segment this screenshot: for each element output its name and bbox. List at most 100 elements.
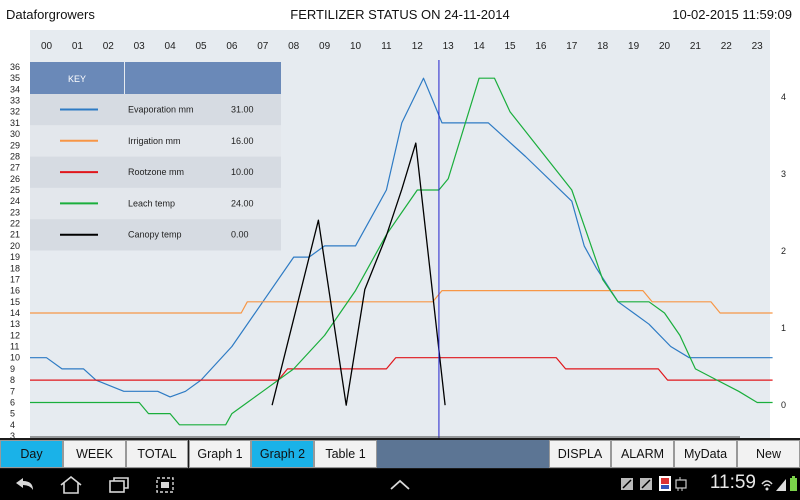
hour-label: 13 <box>443 41 455 52</box>
key-value: 10.00 <box>231 167 254 177</box>
left-tick-label: 35 <box>10 73 20 83</box>
recents-icon[interactable] <box>106 474 132 496</box>
key-label: Canopy temp <box>128 230 182 240</box>
graph1-button[interactable]: Graph 1 <box>189 440 251 468</box>
status-clock: 11:59 <box>709 472 756 493</box>
day-button[interactable]: Day <box>0 440 63 468</box>
left-tick-label: 12 <box>10 330 20 340</box>
right-axis-tick-labels: 0 1 2 3 4 <box>781 92 786 410</box>
graph2-button[interactable]: Graph 2 <box>251 440 314 468</box>
right-tick-label: 4 <box>781 92 786 102</box>
series-lines <box>30 77 773 426</box>
left-tick-label: 34 <box>10 84 20 94</box>
home-icon[interactable] <box>58 474 84 496</box>
key-value: 24.00 <box>231 198 254 208</box>
left-tick-label: 17 <box>10 274 20 284</box>
left-tick-label: 32 <box>10 107 20 117</box>
hour-label: 06 <box>226 41 238 52</box>
hour-label: 22 <box>721 41 733 52</box>
left-tick-label: 14 <box>10 308 20 318</box>
new-button[interactable]: New <box>737 440 800 468</box>
week-button[interactable]: WEEK <box>63 440 126 468</box>
wifi-battery-icon <box>761 476 797 491</box>
back-icon[interactable] <box>12 474 38 496</box>
left-tick-label: 4 <box>10 420 15 430</box>
alarm-button[interactable]: ALARM <box>611 440 674 468</box>
hour-label: 12 <box>412 41 424 52</box>
left-tick-label: 20 <box>10 241 20 251</box>
left-tick-label: 6 <box>10 397 15 407</box>
left-tick-label: 9 <box>10 364 15 374</box>
hour-label: 17 <box>566 41 578 52</box>
left-tick-label: 29 <box>10 140 20 150</box>
right-tick-label: 2 <box>781 246 786 256</box>
hour-label: 02 <box>103 41 115 52</box>
system-status-icons <box>760 473 800 495</box>
left-tick-label: 22 <box>10 219 20 229</box>
table1-button[interactable]: Table 1 <box>314 440 377 468</box>
key-label: Irrigation mm <box>128 136 181 146</box>
app-name: Dataforgrowers <box>6 7 95 22</box>
fertilizer-chart: 00 01 02 03 04 05 06 07 08 09 10 11 12 13 14 15 16 17 18 19… <box>10 30 786 438</box>
left-tick-label: 18 <box>10 263 20 273</box>
key-label: Evaporation mm <box>128 105 194 115</box>
hour-label: 21 <box>690 41 702 52</box>
chevron-up-icon[interactable] <box>387 474 413 496</box>
left-tick-label: 33 <box>10 96 20 106</box>
display-button[interactable]: DISPLA <box>549 440 611 468</box>
hour-label: 05 <box>195 41 207 52</box>
hour-tick-labels: 00 01 02 03 04 05 06 07 08 09 10 11 12 13 14 15 16 17 18 19… <box>41 41 763 52</box>
left-tick-label: 21 <box>10 230 20 240</box>
left-tick-label: 31 <box>10 118 20 128</box>
mydata-button[interactable]: MyData <box>674 440 737 468</box>
key-value: 16.00 <box>231 136 254 146</box>
left-tick-label: 10 <box>10 353 20 363</box>
hour-label: 10 <box>350 41 362 52</box>
key-value: 31.00 <box>231 105 254 115</box>
left-tick-label: 11 <box>10 342 19 352</box>
left-tick-label: 26 <box>10 174 20 184</box>
screenshot-icon[interactable] <box>152 474 178 496</box>
page-title: FERTILIZER STATUS ON 24-11-2014 <box>290 7 510 22</box>
hour-label: 23 <box>752 41 764 52</box>
left-tick-label: 24 <box>10 196 20 206</box>
hour-label: 16 <box>535 41 547 52</box>
key-header: KEY <box>68 74 86 84</box>
left-tick-label: 8 <box>10 375 15 385</box>
right-tick-label: 1 <box>781 323 786 333</box>
left-tick-label: 28 <box>10 151 20 161</box>
current-datetime: 10-02-2015 11:59:09 <box>672 7 792 22</box>
left-tick-label: 27 <box>10 163 20 173</box>
right-tick-label: 0 <box>781 400 786 410</box>
bottom-toolbar: Day WEEK TOTAL Graph 1 Graph 2 Table 1 D… <box>0 438 800 469</box>
left-tick-label: 16 <box>10 286 20 296</box>
android-nav-bar: 11:59 <box>0 469 800 500</box>
series-line-irrigation-mm <box>30 290 773 314</box>
status-icons <box>620 473 700 495</box>
series-line-evaporation-mm <box>30 77 773 398</box>
hour-label: 19 <box>628 41 640 52</box>
right-tick-label: 3 <box>781 169 786 179</box>
left-tick-label: 13 <box>10 319 20 329</box>
hour-label: 07 <box>257 41 269 52</box>
hour-label: 03 <box>134 41 146 52</box>
series-line-canopy-temp <box>271 142 446 406</box>
left-axis-tick-labels: 3456789101112131415161718192021222324252… <box>10 62 20 438</box>
notification-icons <box>621 476 687 491</box>
hour-label: 09 <box>319 41 331 52</box>
key-label: Leach temp <box>128 198 175 208</box>
series-line-leach-temp <box>30 77 773 426</box>
hour-label: 08 <box>288 41 300 52</box>
hour-label: 20 <box>659 41 671 52</box>
left-tick-label: 3 <box>10 431 15 438</box>
chart-key: KEY Evaporation mm 31.00 Irrigation mm 16.0… <box>30 62 281 251</box>
hour-label: 11 <box>381 41 392 52</box>
left-tick-label: 36 <box>10 62 20 72</box>
left-tick-label: 25 <box>10 185 20 195</box>
hour-label: 15 <box>504 41 516 52</box>
series-line-rootzone-mm <box>30 357 773 381</box>
left-tick-label: 19 <box>10 252 20 262</box>
key-value: 0.00 <box>231 230 249 240</box>
key-header-bar <box>30 62 281 94</box>
total-button[interactable]: TOTAL <box>126 440 188 468</box>
